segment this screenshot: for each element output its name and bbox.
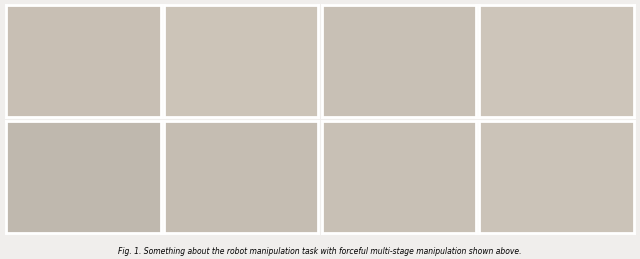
- Text: Fig. 1. Something about the robot manipulation task with forceful multi-stage ma: Fig. 1. Something about the robot manipu…: [118, 247, 522, 256]
